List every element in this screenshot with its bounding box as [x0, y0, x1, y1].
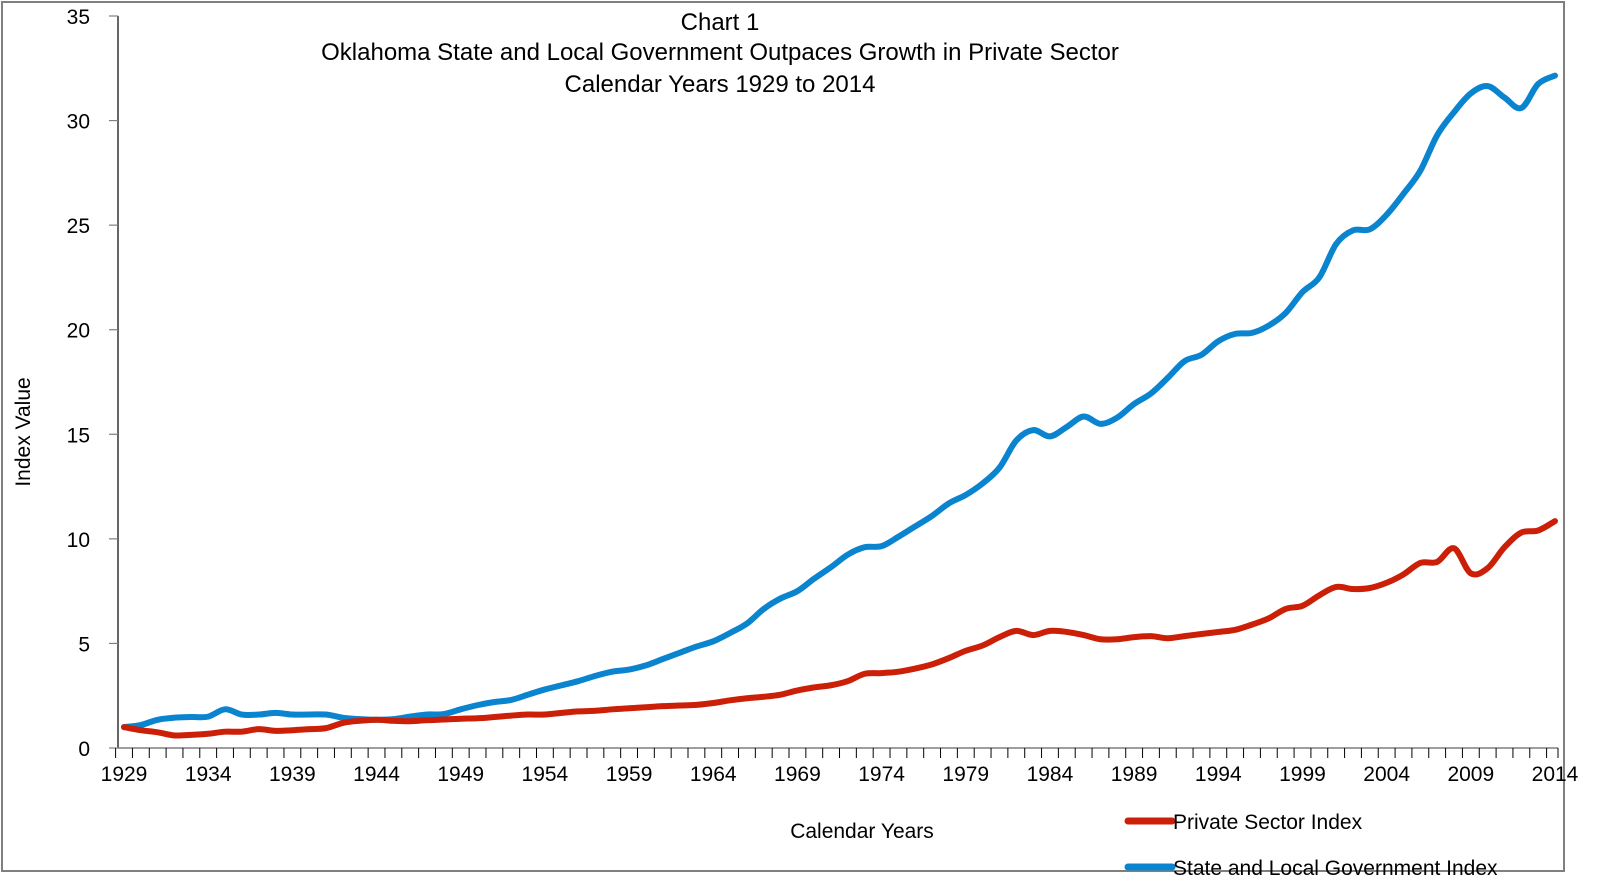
x-tick-label: 1969 — [774, 763, 821, 786]
x-tick-label: 1984 — [1027, 763, 1074, 786]
y-tick-label: 5 — [78, 633, 90, 656]
series-points-private-sector — [124, 521, 1555, 736]
legend: Private Sector Index State and Local Gov… — [1124, 811, 1498, 880]
y-tick-label: 25 — [67, 215, 90, 238]
x-tick-label: 1954 — [522, 763, 569, 786]
y-tick-label: 35 — [67, 6, 90, 29]
x-tick-label: 1989 — [1111, 763, 1158, 786]
x-tick-label: 1929 — [101, 763, 148, 786]
series-points-state-local-government — [124, 76, 1555, 728]
y-tick-label: 30 — [67, 111, 90, 134]
y-axis-title: Index Value — [12, 377, 35, 486]
x-tick-label: 2014 — [1532, 763, 1579, 786]
y-tick-label: 10 — [67, 529, 90, 552]
x-tick-label: 1994 — [1195, 763, 1242, 786]
y-tick-label: 15 — [67, 424, 90, 447]
chart-subtitle-line-1: Oklahoma State and Local Government Outp… — [321, 39, 1119, 66]
chart-title: Chart 1 — [681, 9, 760, 36]
x-tick-label: 1974 — [858, 763, 905, 786]
x-tick-label: 1999 — [1279, 763, 1326, 786]
series-line-private-sector — [121, 518, 1558, 739]
x-tick-label: 1944 — [353, 763, 400, 786]
x-axis: 1929 1934 1939 1944 1949 1954 1959 1964 1969 1974… — [101, 747, 1579, 786]
y-axis: 0 5 10 15 20 25 30 35 — [67, 6, 119, 761]
legend-label-government: State and Local Government Index — [1173, 857, 1498, 880]
series-line-state-local-government — [121, 72, 1558, 731]
x-tick-label: 1979 — [942, 763, 989, 786]
x-tick-label: 1964 — [690, 763, 737, 786]
y-tick-label: 0 — [78, 738, 90, 761]
legend-label-private: Private Sector Index — [1173, 811, 1363, 834]
x-tick-label: 2009 — [1447, 763, 1494, 786]
chart-subtitle-line-2: Calendar Years 1929 to 2014 — [565, 71, 876, 98]
x-tick-label: 1939 — [269, 763, 316, 786]
x-tick-label: 2004 — [1363, 763, 1410, 786]
x-tick-label: 1959 — [606, 763, 653, 786]
y-tick-label: 20 — [67, 320, 90, 343]
x-tick-label: 1949 — [437, 763, 484, 786]
series-layer — [121, 72, 1558, 739]
x-axis-title: Calendar Years — [790, 820, 934, 843]
x-tick-label: 1934 — [185, 763, 232, 786]
